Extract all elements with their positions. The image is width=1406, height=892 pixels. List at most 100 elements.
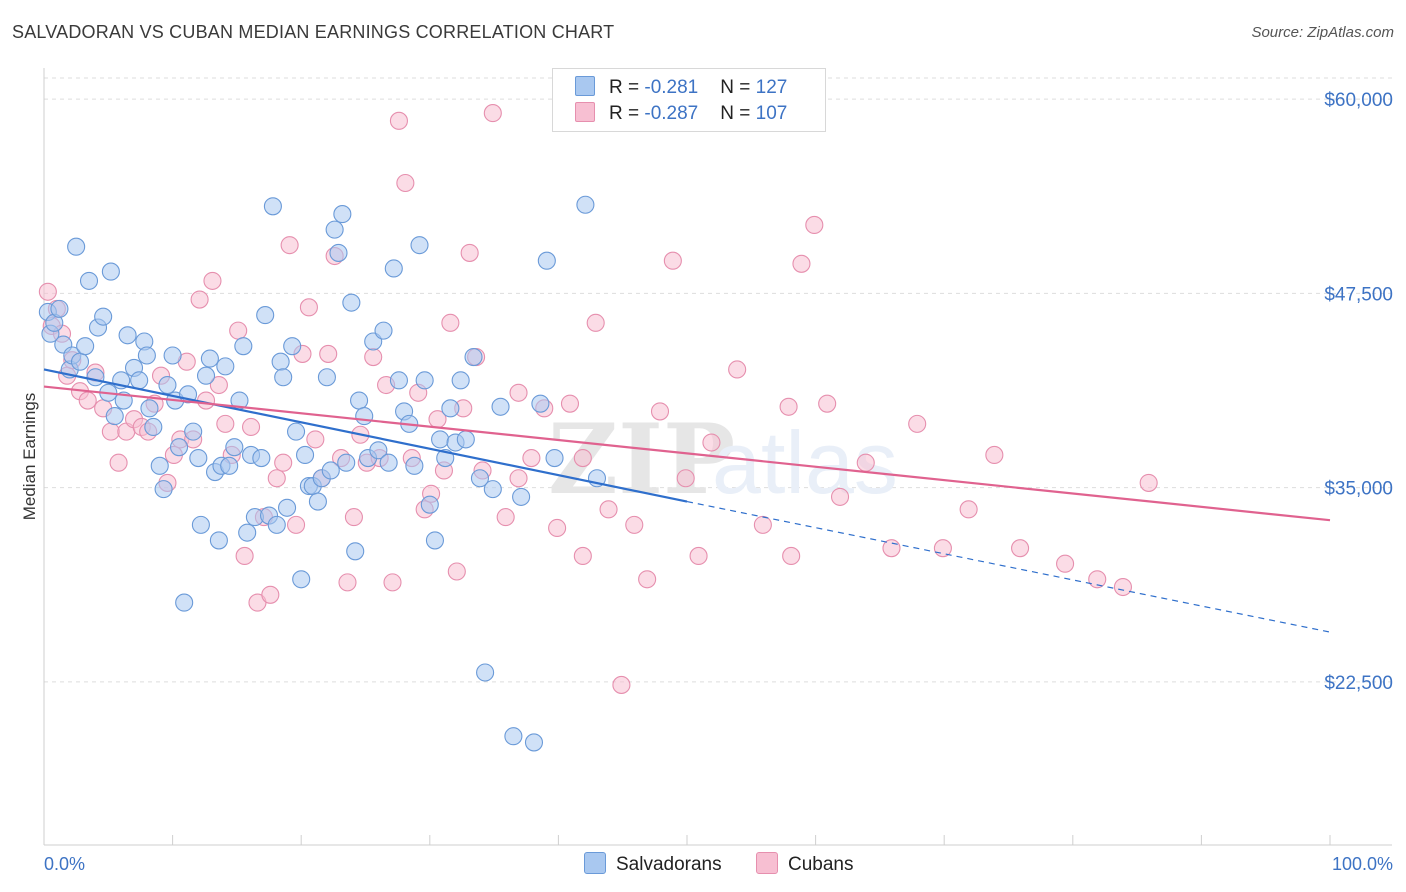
cuban-point bbox=[274, 453, 293, 472]
salvadoran-point bbox=[189, 449, 208, 468]
series-swatch-cubans bbox=[756, 852, 778, 874]
y-tick-label: $22,500 bbox=[1324, 673, 1393, 694]
salvadoran-point bbox=[274, 368, 293, 387]
salvadoran-point bbox=[537, 251, 556, 270]
salvadoran-point bbox=[283, 337, 302, 356]
salvadoran-point bbox=[456, 430, 475, 449]
cuban-point bbox=[985, 445, 1004, 464]
series-legend-cubans: Cubans bbox=[756, 852, 854, 876]
legend-r-value-cubans: -0.287 bbox=[644, 103, 699, 124]
legend-row-salvadorans: R = -0.281 N = 127 bbox=[575, 76, 787, 104]
salvadoran-point bbox=[374, 321, 393, 340]
salvadoran-point bbox=[50, 299, 69, 318]
salvadoran-point bbox=[158, 375, 177, 395]
cuban-point bbox=[573, 449, 592, 468]
salvadoran-point bbox=[355, 407, 374, 426]
salvadoran-point bbox=[337, 453, 356, 472]
salvadoran-point bbox=[105, 407, 124, 426]
cuban-point bbox=[338, 573, 357, 592]
salvadoran-point bbox=[321, 461, 340, 480]
salvadoran-point bbox=[369, 441, 388, 460]
salvadoran-point bbox=[191, 515, 210, 534]
cuban-point bbox=[522, 449, 541, 468]
salvadoran-point bbox=[184, 422, 203, 441]
cuban-point bbox=[689, 546, 708, 566]
cuban-point bbox=[389, 111, 408, 130]
salvadoran-point bbox=[317, 368, 336, 387]
cuban-point bbox=[460, 243, 479, 262]
y-tick-label: $47,500 bbox=[1324, 284, 1393, 305]
salvadoran-point bbox=[415, 371, 434, 390]
axis-labels: $22,500 $35,000 $47,500 $60,000 0.0% 100.0% Me… bbox=[20, 90, 1393, 874]
legend-r-label: R = bbox=[609, 103, 645, 124]
cuban-point bbox=[638, 570, 657, 589]
cuban-point bbox=[599, 500, 618, 519]
cuban-point bbox=[101, 422, 120, 441]
cuban-point bbox=[959, 500, 978, 519]
cuban-point bbox=[216, 414, 235, 433]
salvadoran-point bbox=[329, 243, 348, 262]
salvadoran-point bbox=[163, 346, 182, 365]
salvadoran-point bbox=[292, 570, 311, 589]
cuban-point bbox=[1139, 473, 1158, 492]
salvadoran-point bbox=[79, 271, 99, 290]
salvadoran-point bbox=[94, 307, 113, 326]
cuban-point bbox=[830, 487, 850, 506]
salvadoran-point bbox=[384, 259, 403, 278]
cuban-trend-line bbox=[43, 385, 1331, 522]
cuban-point bbox=[612, 675, 631, 694]
salvadoran-point bbox=[531, 394, 550, 413]
cuban-point bbox=[441, 313, 460, 332]
salvadoran-point bbox=[150, 456, 169, 475]
cuban-point bbox=[676, 469, 695, 488]
salvadoran-point bbox=[483, 480, 502, 499]
series-label-cubans: Cubans bbox=[788, 854, 854, 875]
cuban-point bbox=[383, 573, 402, 592]
cuban-point bbox=[190, 290, 209, 309]
salvadoran-point bbox=[431, 430, 450, 449]
correlation-legend: R = -0.281 N = 127 R = -0.287 N = 107 bbox=[552, 68, 826, 132]
cuban-point bbox=[396, 173, 415, 193]
legend-n-label: N = bbox=[720, 77, 756, 98]
cuban-point bbox=[203, 271, 222, 290]
salvadoran-point bbox=[220, 456, 239, 475]
salvadoran-point bbox=[130, 371, 149, 390]
cuban-point bbox=[235, 546, 254, 566]
salvadoran-point bbox=[144, 417, 163, 437]
salvadoran-point bbox=[389, 371, 408, 390]
salvadoran-point bbox=[420, 495, 439, 514]
salvadoran-point bbox=[86, 368, 105, 387]
chart-source: Source: ZipAtlas.com bbox=[1251, 24, 1394, 41]
x-tick-label: 0.0% bbox=[44, 854, 85, 874]
cuban-point bbox=[818, 394, 837, 413]
salvadoran-trend-extension bbox=[686, 500, 1331, 633]
cuban-point bbox=[753, 515, 772, 534]
cuban-point bbox=[792, 254, 811, 273]
cuban-point bbox=[625, 515, 644, 534]
cuban-point bbox=[319, 344, 338, 363]
salvadoran-point bbox=[238, 523, 257, 542]
salvadoran-point bbox=[263, 197, 282, 216]
legend-r-value-salvadorans: -0.281 bbox=[644, 77, 699, 98]
salvadoran-point bbox=[271, 352, 290, 371]
cuban-point bbox=[364, 347, 383, 367]
gridlines bbox=[44, 77, 1392, 683]
cuban-point bbox=[78, 391, 97, 410]
cuban-point bbox=[299, 298, 318, 317]
cuban-point bbox=[229, 321, 248, 340]
cuban-point bbox=[663, 251, 682, 270]
salvadoran-point bbox=[140, 399, 159, 418]
cuban-point bbox=[38, 282, 57, 301]
salvadoran-point bbox=[441, 399, 460, 418]
cuban-point bbox=[109, 453, 128, 472]
cuban-point bbox=[782, 546, 801, 566]
cuban-point bbox=[728, 360, 747, 379]
cuban-point bbox=[280, 236, 299, 255]
salvadoran-point bbox=[267, 515, 286, 534]
salvadoran-point bbox=[342, 293, 361, 312]
cuban-point bbox=[573, 546, 592, 566]
salvadoran-point bbox=[296, 445, 315, 464]
series-legend-salvadorans: Salvadorans bbox=[584, 852, 722, 876]
salvadoran-point bbox=[464, 347, 483, 367]
